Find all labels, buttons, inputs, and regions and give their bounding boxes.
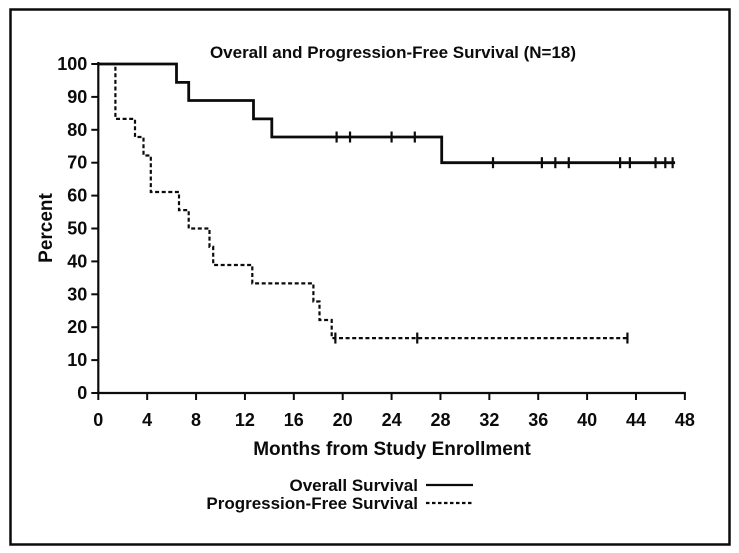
overall-survival-curve <box>98 62 676 165</box>
y-axis-label: Percent <box>36 192 57 262</box>
survival-curves <box>98 62 676 344</box>
legend-label-progression-free-survival: Progression-Free Survival <box>206 494 418 513</box>
x-tick-label: 28 <box>430 410 450 430</box>
legend-label-overall-survival: Overall Survival <box>289 476 418 495</box>
y-tick-label: 0 <box>77 383 87 403</box>
x-tick-label: 48 <box>675 410 695 430</box>
y-tick-label: 60 <box>67 186 87 206</box>
y-tick-label: 20 <box>67 317 87 337</box>
x-axis-label: Months from Study Enrollment <box>253 439 531 460</box>
y-tick-label: 100 <box>57 54 87 74</box>
y-tick-label: 50 <box>67 219 87 239</box>
x-tick-label: 44 <box>626 410 646 430</box>
y-tick-label: 70 <box>67 153 87 173</box>
y-tick-label: 80 <box>67 120 87 140</box>
figure-border <box>9 8 731 546</box>
y-tick-label: 10 <box>67 350 87 370</box>
progression-free-survival-curve <box>98 62 628 340</box>
y-tick-label: 30 <box>67 284 87 304</box>
x-tick-label: 20 <box>333 410 353 430</box>
x-tick-label: 40 <box>577 410 597 430</box>
chart-title: Overall and Progression-Free Survival (N… <box>210 43 576 62</box>
x-tick-label: 36 <box>528 410 548 430</box>
legend: Overall Survival Progression-Free Surviv… <box>206 476 473 513</box>
x-tick-label: 4 <box>142 410 152 430</box>
x-tick-label: 32 <box>479 410 499 430</box>
x-tick-label: 16 <box>284 410 304 430</box>
x-tick-label: 0 <box>93 410 103 430</box>
y-tick-label: 90 <box>67 87 87 107</box>
x-tick-label: 12 <box>235 410 255 430</box>
y-tick-label: 40 <box>67 251 87 271</box>
axes: 0 4 8 12 16 20 24 28 32 36 40 44 4801020304050607080… <box>57 54 695 430</box>
x-tick-label: 8 <box>191 410 201 430</box>
x-tick-label: 24 <box>382 410 402 430</box>
